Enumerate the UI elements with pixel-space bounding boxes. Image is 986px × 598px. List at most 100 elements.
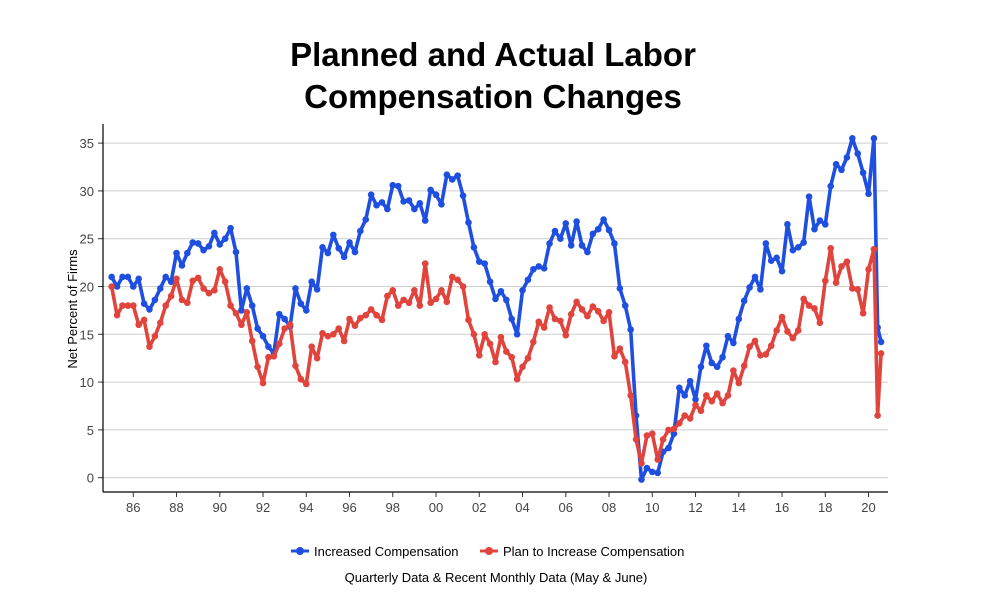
point-increased-compensation-64 [454, 172, 461, 179]
point-increased-compensation-77 [524, 276, 532, 284]
point-plan-to-increase-compensation-58 [421, 260, 429, 267]
point-plan-to-increase-compensation-6 [140, 316, 148, 324]
point-increased-compensation-45 [351, 248, 359, 256]
point-plan-to-increase-compensation-30 [270, 352, 278, 360]
point-plan-to-increase-compensation-77 [524, 354, 532, 362]
point-increased-compensation-15 [189, 239, 197, 246]
point-increased-compensation-11 [167, 278, 175, 286]
point-increased-compensation-117 [740, 297, 748, 305]
point-increased-compensation-62 [443, 171, 451, 178]
point-increased-compensation-118 [746, 284, 753, 291]
point-plan-to-increase-compensation-47 [362, 311, 370, 319]
y-tick-label-30: 30 [80, 184, 94, 199]
point-plan-to-increase-compensation-48 [367, 306, 375, 313]
point-plan-to-increase-compensation-95 [621, 358, 629, 366]
point-increased-compensation-58 [421, 217, 429, 224]
point-increased-compensation-113 [719, 353, 726, 361]
point-increased-compensation-32 [281, 315, 288, 323]
point-plan-to-increase-compensation-81 [546, 304, 553, 311]
point-increased-compensation-66 [465, 219, 472, 226]
point-increased-compensation-46 [357, 227, 364, 235]
point-increased-compensation-78 [530, 265, 537, 273]
point-plan-to-increase-compensation-43 [340, 337, 348, 345]
point-increased-compensation-20 [216, 241, 224, 248]
point-plan-to-increase-compensation-130 [811, 305, 818, 312]
point-plan-to-increase-compensation-115 [730, 367, 737, 374]
point-plan-to-increase-compensation-33 [286, 321, 294, 329]
point-increased-compensation-141 [870, 135, 878, 142]
point-plan-to-increase-compensation-128 [800, 295, 807, 303]
point-plan-to-increase-compensation-127 [794, 327, 802, 334]
point-plan-to-increase-compensation-7 [146, 343, 153, 351]
point-plan-to-increase-compensation-132 [821, 277, 829, 285]
point-plan-to-increase-compensation-121 [762, 351, 770, 358]
point-plan-to-increase-compensation-135 [838, 263, 845, 270]
point-plan-to-increase-compensation-75 [513, 375, 521, 383]
series-plan-to-increase-compensation [108, 244, 885, 467]
point-increased-compensation-108 [692, 395, 699, 403]
x-tick-label-02: 02 [472, 500, 486, 515]
point-plan-to-increase-compensation-66 [465, 316, 472, 324]
y-tick-label-35: 35 [80, 136, 94, 151]
point-plan-to-increase-compensation-70 [486, 340, 494, 348]
point-increased-compensation-111 [708, 359, 716, 367]
point-increased-compensation-72 [497, 287, 505, 295]
x-tick-label-16: 16 [775, 500, 789, 515]
point-increased-compensation-114 [724, 332, 732, 340]
point-plan-to-increase-compensation-60 [432, 295, 440, 303]
point-increased-compensation-71 [492, 295, 499, 303]
point-increased-compensation-23 [232, 248, 240, 256]
point-plan-to-increase-compensation-29 [265, 353, 272, 361]
point-plan-to-increase-compensation-89 [589, 303, 597, 310]
point-plan-to-increase-compensation-44 [346, 315, 353, 323]
point-increased-compensation-21 [221, 235, 229, 242]
point-increased-compensation-137 [849, 135, 856, 142]
point-plan-to-increase-compensation-22 [227, 302, 234, 309]
point-increased-compensation-109 [697, 363, 705, 371]
point-plan-to-increase-compensation-142 [874, 412, 881, 419]
point-increased-compensation-55 [405, 197, 413, 204]
point-increased-compensation-84 [562, 220, 570, 227]
point-plan-to-increase-compensation-63 [448, 273, 456, 281]
point-increased-compensation-87 [578, 242, 586, 249]
point-plan-to-increase-compensation-116 [735, 379, 743, 387]
point-plan-to-increase-compensation-136 [843, 258, 851, 265]
point-increased-compensation-18 [205, 243, 213, 250]
point-increased-compensation-74 [508, 315, 516, 323]
point-increased-compensation-50 [378, 199, 386, 206]
point-increased-compensation-95 [621, 302, 629, 309]
point-increased-compensation-90 [594, 225, 602, 233]
point-plan-to-increase-compensation-125 [784, 328, 791, 335]
point-plan-to-increase-compensation-113 [719, 399, 726, 407]
point-increased-compensation-22 [227, 224, 234, 232]
point-plan-to-increase-compensation-105 [676, 419, 683, 427]
chart-title-line-1: Planned and Actual Labor [290, 36, 696, 73]
point-plan-to-increase-compensation-54 [400, 296, 407, 304]
point-plan-to-increase-compensation-100 [648, 430, 656, 437]
point-increased-compensation-132 [821, 221, 829, 228]
point-plan-to-increase-compensation-42 [335, 325, 343, 332]
point-plan-to-increase-compensation-46 [357, 314, 364, 322]
y-tick-label-10: 10 [80, 375, 94, 390]
point-increased-compensation-75 [513, 330, 521, 338]
point-plan-to-increase-compensation-99 [643, 432, 651, 439]
point-increased-compensation-103 [665, 444, 672, 452]
point-plan-to-increase-compensation-123 [773, 327, 780, 334]
point-plan-to-increase-compensation-62 [443, 298, 451, 306]
series-line-increased-compensation [109, 136, 883, 482]
point-increased-compensation-119 [751, 273, 759, 281]
point-plan-to-increase-compensation-12 [173, 275, 180, 283]
point-plan-to-increase-compensation-140 [865, 265, 872, 273]
point-plan-to-increase-compensation-53 [394, 302, 402, 309]
point-increased-compensation-136 [843, 154, 851, 161]
point-increased-compensation-41 [330, 231, 337, 239]
point-plan-to-increase-compensation-49 [373, 311, 380, 319]
point-plan-to-increase-compensation-85 [567, 310, 575, 318]
point-increased-compensation-28 [259, 332, 267, 340]
point-plan-to-increase-compensation-82 [551, 315, 559, 323]
axes: 0 5 10 15 20 25 30 35 86 88 90 92 94 96 98 00 02 04 06 08 10… [80, 124, 888, 515]
point-plan-to-increase-compensation-88 [584, 312, 591, 320]
point-increased-compensation-116 [735, 315, 743, 323]
point-plan-to-increase-compensation-41 [330, 330, 337, 338]
